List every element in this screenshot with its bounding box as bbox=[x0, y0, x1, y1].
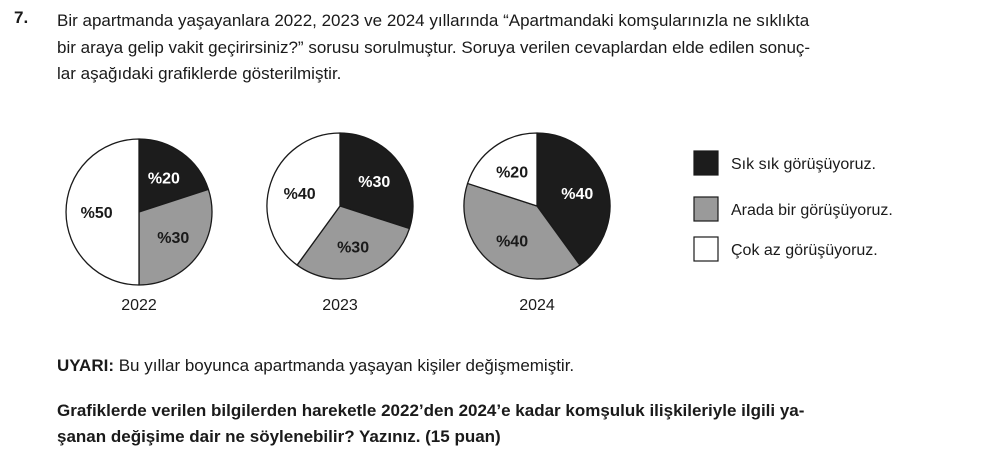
task-prompt: Grafiklerde verilen bilgilerden hareketl… bbox=[57, 398, 977, 450]
legend: Sık sık görüşüyoruz. Arada bir görüşüyoru… bbox=[693, 150, 893, 262]
legend-swatch-1 bbox=[693, 150, 719, 176]
year-label-2024: 2024 bbox=[519, 297, 555, 314]
pie-slice-2023-1 bbox=[339, 132, 414, 230]
question-line: lar aşağıdaki grafiklerde gösterilmiştir… bbox=[57, 64, 342, 83]
pie-group: %20 %30 %50 2022 %30 %30 %40 2023 %40 %40 %20 2024 bbox=[65, 132, 611, 314]
pie-slice-2023-2 bbox=[296, 205, 411, 280]
pie-slice-2022-2 bbox=[138, 188, 213, 286]
slice-label-2023-1: %30 bbox=[358, 174, 390, 191]
year-label-2023: 2023 bbox=[322, 297, 358, 314]
pie-slice-2022-3 bbox=[65, 138, 140, 286]
question-line: bir araya gelip vakit geçirirsiniz?” sor… bbox=[57, 37, 811, 57]
warning-note: UYARI: Bu yıllar boyunca apartmanda yaşa… bbox=[57, 356, 574, 376]
legend-label-1: Sık sık görüşüyoruz. bbox=[731, 156, 876, 173]
slice-label-2022-2: %30 bbox=[157, 230, 189, 247]
slice-label-2024-2: %40 bbox=[496, 233, 528, 250]
slice-label-2022-1: %20 bbox=[148, 171, 180, 188]
legend-swatch-2 bbox=[693, 196, 719, 222]
slice-label-2023-3: %40 bbox=[284, 186, 316, 203]
pie-slice-2022-1 bbox=[138, 138, 210, 213]
slice-label-2024-1: %40 bbox=[561, 186, 593, 203]
pie-slice-2023-3 bbox=[266, 132, 341, 266]
warning-label: UYARI: bbox=[57, 356, 114, 375]
warning-text: Bu yıllar boyunca apartmanda yaşayan kiş… bbox=[114, 356, 575, 375]
task-line: Grafiklerde verilen bilgilerden hareketl… bbox=[57, 401, 805, 420]
question-line: Bir apartmanda yaşayanlara 2022, 2023 ve… bbox=[57, 11, 810, 30]
slice-label-2024-3: %20 bbox=[496, 165, 528, 182]
question-text: Bir apartmanda yaşayanlara 2022, 2023 ve… bbox=[57, 8, 972, 88]
pie-charts: %20%30%502022%30%30%402023%40%40%202024 … bbox=[65, 132, 893, 314]
year-label-2022: 2022 bbox=[121, 297, 157, 314]
task-line: şanan değişime dair ne söylenebilir? Yaz… bbox=[57, 427, 501, 446]
question-number: 7. bbox=[14, 8, 29, 27]
pie-slice-2024-3 bbox=[466, 132, 538, 207]
slice-label-2022-3: %50 bbox=[81, 205, 113, 222]
legend-label-2: Arada bir görüşüyoruz. bbox=[731, 202, 893, 219]
legend-label-3: Çok az görüşüyoruz. bbox=[731, 242, 878, 259]
slice-label-2023-2: %30 bbox=[337, 239, 369, 256]
pie-slice-2024-2 bbox=[463, 182, 581, 280]
legend-swatch-3 bbox=[693, 236, 719, 262]
pie-slice-2024-1 bbox=[536, 132, 611, 266]
